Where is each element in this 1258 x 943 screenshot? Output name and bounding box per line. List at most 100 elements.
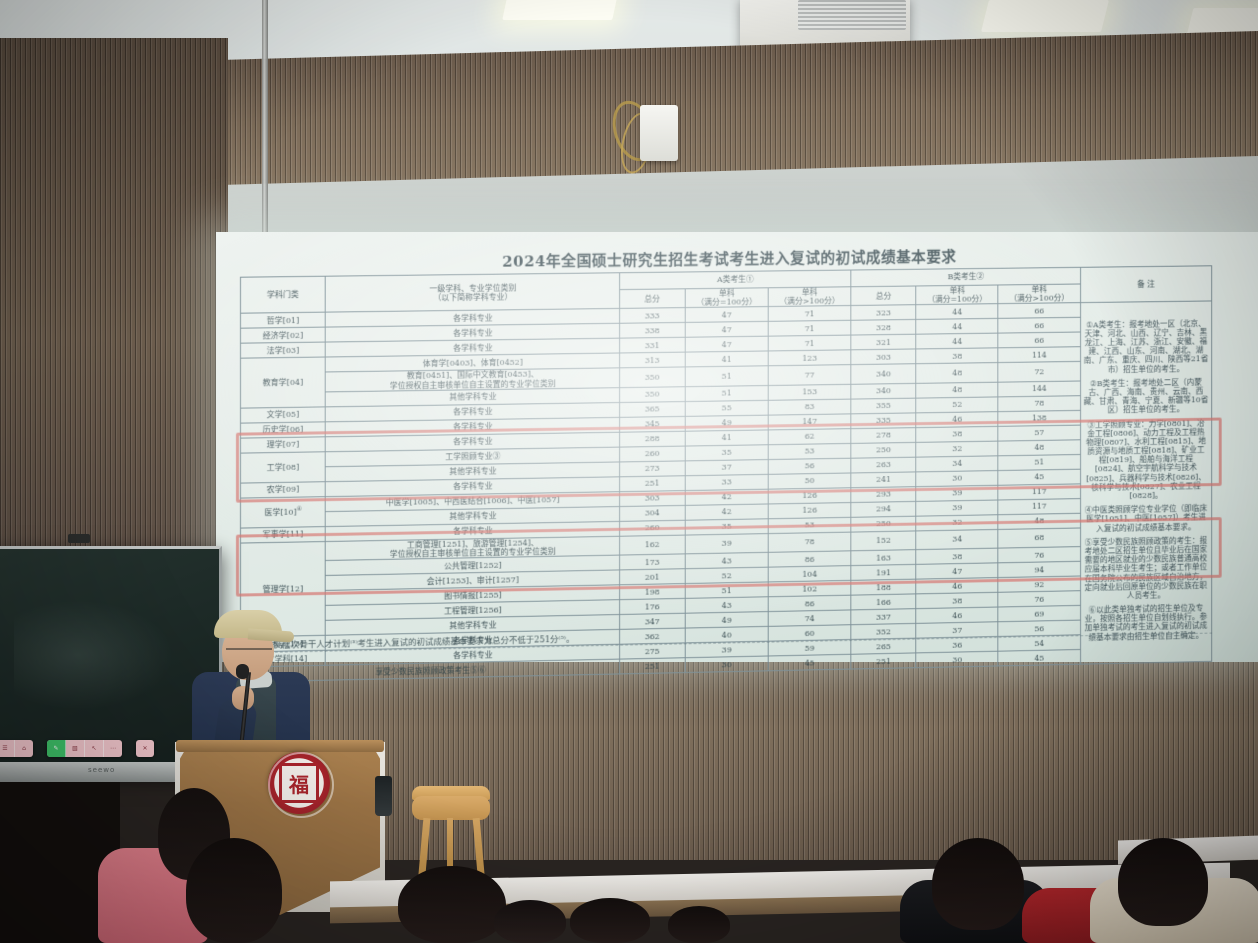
- cell-group-a-total: 173: [619, 553, 686, 571]
- cell-group-b-total: 321: [851, 334, 917, 351]
- cell-group-b-total: 250: [851, 515, 917, 532]
- projector-vent: [798, 0, 906, 30]
- cell-group-b-total: 294: [851, 501, 917, 518]
- cell-group-a-total: 198: [619, 583, 686, 600]
- cell-group-a-total: 345: [619, 416, 686, 432]
- cell-group-b-single100: 39: [916, 485, 999, 502]
- cell-group-b-singlegt100: 92: [998, 576, 1081, 593]
- smartboard-button-group[interactable]: ☰ ⌂: [0, 740, 33, 757]
- cell-group-b-single100: 30: [916, 651, 999, 668]
- cell-group-a-single100: 41: [685, 429, 769, 446]
- cell-group-a-total: 350: [619, 386, 686, 403]
- pen-icon[interactable]: ✎: [47, 740, 66, 757]
- cell-group-b-single100: 30: [916, 470, 999, 487]
- cell-group-b-total: 303: [851, 349, 917, 365]
- eraser-icon[interactable]: ▧: [66, 740, 85, 757]
- cell-group-a-total: 313: [619, 352, 686, 369]
- cell-group-b-total: 340: [851, 383, 917, 399]
- close-icon[interactable]: ✕: [142, 745, 148, 752]
- ceiling-light: [502, 0, 618, 20]
- water-bottle: [375, 776, 392, 816]
- cell-group-a-singlegt100: 104: [768, 565, 852, 583]
- cell-group-b-single100: 47: [916, 562, 999, 580]
- cell-group-b-singlegt100: 45: [998, 649, 1081, 667]
- row-category: 经济学[02]: [240, 327, 326, 344]
- cell-group-a-singlegt100: 153: [768, 384, 852, 401]
- smart-blackboard[interactable]: [0, 546, 222, 774]
- cell-group-b-singlegt100: 48: [998, 513, 1081, 530]
- cell-group-b-singlegt100: 68: [998, 527, 1081, 549]
- cell-group-a-total: 304: [619, 505, 686, 522]
- stool-seat: [412, 796, 490, 820]
- cell-group-b-single100: 44: [916, 318, 999, 335]
- cell-group-b-total: 251: [851, 653, 917, 670]
- remark-paragraph: ②B类考生：报考地处二区（内蒙古、广西、海南、贵州、云南、西藏、甘肃、青海、宁夏…: [1083, 377, 1209, 415]
- cell-group-a-single100: 39: [685, 533, 769, 554]
- row-category: 医学[10]④: [240, 496, 326, 528]
- cell-group-b-single100: 38: [916, 592, 999, 609]
- cell-group-a-singlegt100: 86: [768, 550, 852, 568]
- cell-group-a-singlegt100: 50: [768, 472, 852, 489]
- cell-group-b-total: 335: [851, 412, 917, 429]
- cell-group-a-single100: 47: [685, 306, 769, 323]
- cell-group-b-total: 152: [851, 530, 917, 551]
- cell-group-a-single100: 49: [685, 611, 769, 629]
- cell-group-b-total: 328: [851, 319, 917, 336]
- smartboard-button-group[interactable]: ✎ ▧ ↖ ⋯: [47, 740, 122, 757]
- home-icon[interactable]: ⌂: [22, 745, 26, 752]
- cell-group-b-single100: 44: [916, 333, 999, 350]
- cell-group-a-total: 350: [619, 367, 686, 388]
- audience-head: [668, 906, 730, 943]
- cell-group-b-singlegt100: 94: [998, 561, 1081, 578]
- cell-group-b-total: 166: [851, 594, 917, 611]
- col-a-single-gt100: 单科 （满分>100分）: [768, 286, 852, 307]
- cell-group-a-singlegt100: 83: [768, 398, 852, 415]
- cell-group-a-single100: 51: [685, 366, 769, 387]
- row-category: 文学[05]: [240, 406, 326, 423]
- col-header-category: 学科门类: [240, 276, 326, 314]
- cell-group-a-total: 201: [619, 568, 686, 585]
- cell-group-b-total: 188: [851, 579, 917, 596]
- cell-group-b-single100: 32: [916, 440, 999, 457]
- stool-leg: [447, 818, 453, 880]
- cell-group-b-single100: 38: [916, 426, 999, 443]
- cell-group-b-total: 263: [851, 456, 917, 473]
- cell-group-b-single100: 34: [916, 529, 999, 550]
- cell-group-a-total: 162: [619, 534, 686, 556]
- cell-group-a-total: 331: [619, 337, 686, 354]
- cell-group-b-total: 337: [851, 608, 917, 625]
- select-icon[interactable]: ↖: [85, 740, 104, 757]
- cell-group-b-single100: 38: [916, 348, 999, 365]
- audience-head: [494, 900, 566, 943]
- more-icon[interactable]: ⋯: [110, 745, 116, 752]
- cell-group-b-single100: 38: [916, 548, 999, 565]
- col-b-single-100: 单科 （满分=100分）: [916, 284, 999, 306]
- microphone-icon: [236, 664, 249, 679]
- menu-icon[interactable]: ☰: [0, 740, 15, 757]
- wood-slat-wall-left: [0, 38, 228, 638]
- remark-paragraph: ⑤享受少数民族照顾政策的考生：报考地处二区招生单位且毕业后在国家需要的地区就业的…: [1084, 535, 1208, 600]
- col-b-single-gt100: 单科 （满分>100分）: [998, 283, 1081, 305]
- row-category: 历史学[06]: [240, 421, 326, 438]
- cell-group-a-singlegt100: 78: [768, 531, 852, 553]
- cell-group-b-single100: 46: [916, 607, 999, 624]
- smartboard-toolbar[interactable]: ☰ ⌂ ✎ ▧ ↖ ⋯ ✕: [0, 740, 154, 757]
- cell-group-b-singlegt100: 51: [998, 454, 1081, 471]
- cell-group-a-single100: 35: [685, 518, 769, 535]
- cell-group-a-total: 288: [619, 430, 686, 447]
- remark-paragraph: ④中医类照顾学位专业学位（即临床医学[1051]、中医[1057]）考生进入复试…: [1084, 503, 1208, 533]
- cell-group-b-singlegt100: 72: [998, 361, 1081, 382]
- smartboard-button-group[interactable]: ✕: [136, 740, 154, 757]
- cell-group-b-singlegt100: 66: [998, 332, 1081, 349]
- cell-group-a-single100: 51: [685, 385, 769, 402]
- audience-head: [1118, 838, 1208, 926]
- cell-group-a-single100: 49: [685, 414, 769, 431]
- row-category: 法学[03]: [240, 342, 326, 359]
- remarks-cell: ①A类考生：报考地处一区（北京、天津、河北、山西、辽宁、吉林、黑龙江、上海、江苏…: [1080, 301, 1212, 665]
- cell-group-a-total: 347: [619, 613, 686, 630]
- projection-screen: 2024年全国硕士研究生招生考试考生进入复试的初试成绩基本要求 学科门类 一级学…: [216, 232, 1258, 683]
- cell-group-a-total: 273: [619, 460, 686, 477]
- cell-group-b-single100: 48: [916, 362, 999, 384]
- row-category: 理学[07]: [240, 436, 326, 453]
